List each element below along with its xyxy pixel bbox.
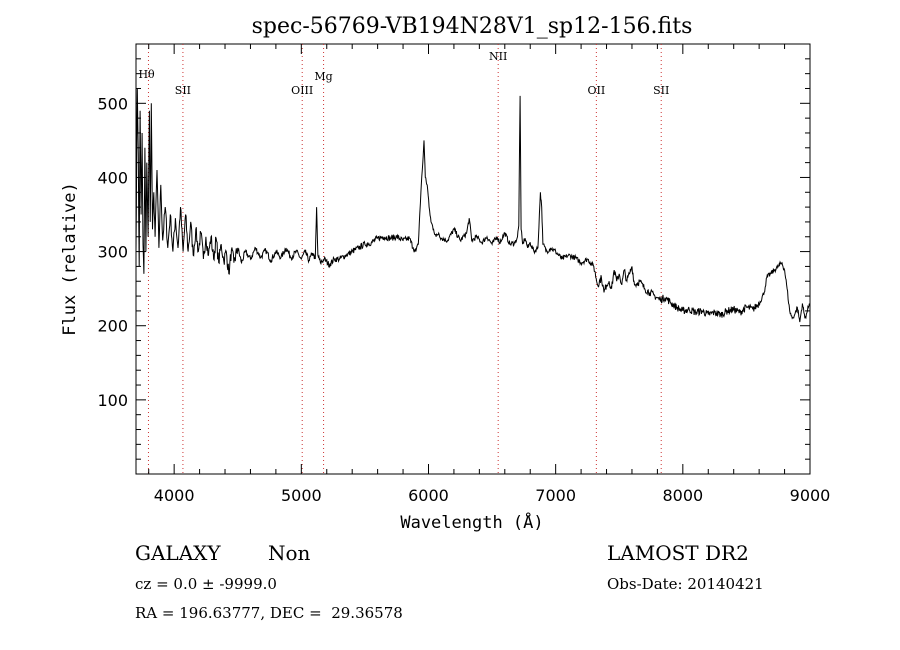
x-tick-label: 5000	[281, 486, 322, 505]
y-tick-label: 300	[97, 243, 128, 262]
cz-value: cz = 0.0 ± -9999.0	[135, 575, 277, 593]
line-marker-label: Mg	[314, 70, 332, 83]
line-marker-label: SII	[175, 84, 191, 97]
line-marker-label: SII	[653, 84, 669, 97]
plot-frame	[135, 43, 811, 475]
line-marker-label: Hθ	[138, 68, 155, 81]
x-tick-label: 4000	[154, 486, 195, 505]
x-axis-label: Wavelength (Å)	[400, 511, 543, 533]
y-tick-label: 500	[97, 94, 128, 113]
x-tick-label: 6000	[408, 486, 449, 505]
spectrum-line	[135, 88, 810, 323]
y-tick-label: 100	[97, 391, 128, 410]
x-tick-label: 8000	[662, 486, 703, 505]
chart-title: spec-56769-VB194N28V1_sp12-156.fits	[252, 14, 693, 39]
object-subclass: Non	[268, 541, 311, 565]
obs-date: Obs-Date: 20140421	[607, 575, 764, 593]
ra-dec: RA = 196.63777, DEC = 29.36578	[135, 604, 403, 622]
line-marker-label: NII	[489, 50, 507, 63]
x-tick-label: 7000	[535, 486, 576, 505]
x-tick-label: 9000	[790, 486, 831, 505]
y-axis-label: Flux (relative)	[60, 182, 80, 336]
line-marker-label: OII	[587, 84, 605, 97]
y-tick-label: 400	[97, 168, 128, 187]
object-class: GALAXY	[135, 541, 221, 565]
y-tick-label: 200	[97, 317, 128, 336]
axis-ticks	[136, 43, 811, 474]
line-marker-label: OIII	[291, 84, 313, 97]
axis-tick-labels: 4000 5000 6000 7000 8000 9000 100 200 300 400 500	[97, 94, 830, 505]
survey-name: LAMOST DR2	[607, 541, 749, 565]
